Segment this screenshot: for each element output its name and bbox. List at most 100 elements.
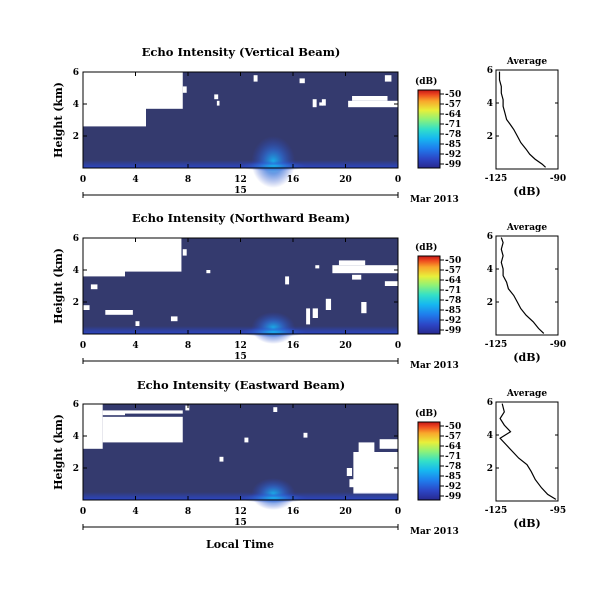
x-tick-label: 0 [395, 507, 401, 517]
average-y-tick-label: 6 [487, 232, 493, 242]
date-label: Mar 2013 [410, 361, 459, 371]
y-tick-label: 4 [73, 266, 79, 276]
missing-data-patch [83, 238, 125, 277]
missing-data-patch [273, 407, 278, 412]
missing-data-patch [315, 265, 320, 269]
average-y-tick-label: 6 [487, 66, 493, 76]
missing-data-patch [358, 442, 375, 452]
colorbar [417, 89, 441, 169]
missing-data-patch [83, 404, 103, 449]
afternoon-echo-base [239, 493, 308, 503]
y-tick-label: 2 [73, 298, 79, 308]
panel-title: Echo Intensity (Northward Beam) [132, 211, 350, 225]
missing-data-patch [352, 274, 362, 280]
x-tick-label: 16 [287, 507, 300, 517]
afternoon-echo-base [239, 327, 308, 337]
colorbar-tick-label: -92 [445, 150, 461, 160]
missing-data-patch [102, 410, 125, 416]
average-x-label: (dB) [513, 351, 540, 364]
colorbar-tick-label: -50 [445, 90, 461, 100]
colorbar-tick-label: -85 [445, 306, 461, 316]
missing-data-patch [321, 99, 326, 106]
x-tick-label: 8 [185, 507, 191, 517]
average-ticks: 2 4 6 -125 -90 [485, 232, 566, 350]
x-tick-label: 4 [132, 507, 138, 517]
x-tick-label: 16 [287, 341, 300, 351]
panel-title: Echo Intensity (Vertical Beam) [142, 45, 341, 59]
x-tick-label: 0 [395, 175, 401, 185]
y-tick-label: 4 [73, 100, 79, 110]
missing-data-patch [83, 72, 146, 127]
x-tick-label: 0 [395, 341, 401, 351]
x-tick-label: 8 [185, 175, 191, 185]
colorbar-tick-label: -85 [445, 472, 461, 482]
missing-data-patch [285, 276, 290, 285]
average-y-tick-label: 6 [487, 398, 493, 408]
missing-data-patch [303, 432, 308, 438]
panel-eastward: Echo Intensity (Eastward Beam) 0 4 8 12 16 20… [52, 378, 566, 551]
x-tick-label: 0 [80, 341, 86, 351]
colorbar-unit: (dB) [415, 408, 437, 419]
average-title: Average [506, 223, 547, 233]
y-ticks: 2 4 6 [73, 234, 398, 308]
colorbar-tick-label: -85 [445, 140, 461, 150]
day-label: 15 [234, 518, 247, 528]
colorbar-unit: (dB) [415, 76, 437, 87]
y-ticks: 2 4 6 [73, 68, 398, 142]
average-y-tick-label: 2 [487, 132, 493, 142]
x-tick-label: 0 [80, 507, 86, 517]
missing-data-patch [216, 100, 220, 106]
colorbar-tick-label: -99 [445, 326, 461, 336]
average-title: Average [506, 389, 547, 399]
panel-northward: Echo Intensity (Northward Beam) 0 4 8 12 16 2… [52, 211, 566, 371]
colorbar [417, 421, 441, 501]
colorbar-tick-label: -57 [445, 100, 461, 110]
y-tick-label: 6 [73, 400, 79, 410]
day-label: 15 [234, 352, 247, 362]
average-x-label: (dB) [513, 517, 540, 530]
average-y-tick-label: 2 [487, 464, 493, 474]
date-label: Mar 2013 [410, 527, 459, 537]
missing-data-patch [346, 468, 353, 476]
colorbar-tick-label: -99 [445, 160, 461, 170]
x-tick-label: 12 [234, 341, 247, 351]
colorbar-tick-label: -64 [445, 276, 461, 286]
average-profile-line [500, 237, 545, 334]
colorbar-tick-label: -71 [445, 286, 461, 296]
colorbar-tick-label: -50 [445, 422, 461, 432]
colorbar-tick-label: -64 [445, 442, 461, 452]
missing-data-patch [306, 308, 311, 325]
panel-vertical: Echo Intensity (Vertical Beam) 0 4 8 12 16 20… [52, 45, 566, 205]
colorbar-tick-label: -57 [445, 266, 461, 276]
missing-data-patch [102, 112, 114, 122]
colorbar-unit: (dB) [415, 242, 437, 253]
missing-data-patch [105, 310, 133, 315]
average-title: Average [506, 57, 547, 67]
x-tick-label: 0 [80, 175, 86, 185]
colorbar-tick-label: -64 [445, 110, 461, 120]
missing-data-patch [299, 78, 305, 84]
missing-data-patch [325, 298, 332, 310]
missing-data-patch [102, 416, 183, 443]
colorbar-ticks: -50-57-64-71-78-85-92-99 [440, 256, 461, 336]
x-tick-label: 4 [132, 175, 138, 185]
day-label: 15 [234, 186, 247, 196]
missing-data-patch [170, 316, 178, 322]
missing-data-patch [135, 321, 140, 326]
missing-data-patch [338, 260, 366, 266]
missing-data-patch [253, 75, 258, 82]
missing-data [83, 404, 398, 494]
x-tick-label: 16 [287, 175, 300, 185]
average-x-tick-label: -125 [485, 506, 508, 516]
missing-data-patch [146, 72, 183, 109]
missing-data [83, 72, 398, 127]
average-frame [495, 69, 559, 170]
x-tick-label: 4 [132, 341, 138, 351]
x-ticks: 0 4 8 12 16 20 0 [80, 404, 401, 517]
missing-data-patch [214, 94, 219, 100]
missing-data-patch [185, 405, 190, 411]
day-axis: 15 [82, 518, 399, 530]
missing-data-patch [89, 410, 94, 417]
colorbar-tick-label: -71 [445, 120, 461, 130]
